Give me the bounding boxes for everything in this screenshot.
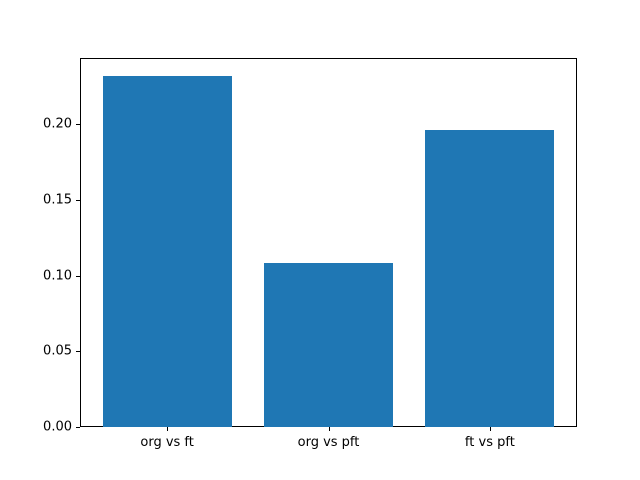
y-tick-mark xyxy=(76,124,80,126)
y-tick-mark xyxy=(76,275,80,277)
x-tick-label: org vs ft xyxy=(140,435,194,450)
y-tick-label: 0.15 xyxy=(43,192,72,208)
x-tick-mark xyxy=(489,427,491,431)
y-tick-mark xyxy=(76,199,80,201)
y-tick-label: 0.10 xyxy=(43,268,72,284)
x-tick-mark xyxy=(167,427,169,431)
bar xyxy=(425,130,555,427)
y-tick-mark xyxy=(76,427,80,428)
y-tick-label: 0.00 xyxy=(43,419,72,435)
y-tick-mark xyxy=(76,351,80,353)
x-tick-label: ft vs pft xyxy=(464,435,515,450)
bar xyxy=(102,75,232,427)
x-tick-mark xyxy=(328,427,330,431)
y-tick-label: 0.20 xyxy=(43,116,72,132)
y-tick-label: 0.05 xyxy=(43,343,72,359)
x-tick-label: org vs pft xyxy=(297,435,360,450)
bar xyxy=(263,263,394,427)
